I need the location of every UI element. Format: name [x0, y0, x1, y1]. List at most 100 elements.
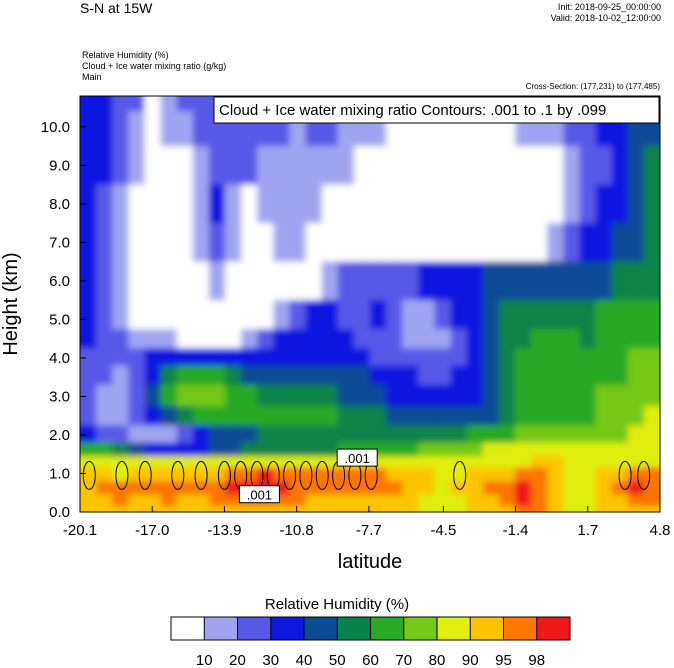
- rh-cell: [402, 329, 419, 349]
- rh-cell: [160, 348, 178, 367]
- rh-cell: [273, 300, 291, 330]
- rh-cell: [515, 442, 532, 457]
- rh-cell: [386, 481, 403, 496]
- rh-cell: [353, 425, 371, 444]
- rh-cell: [289, 365, 307, 386]
- rh-cell: [466, 456, 484, 469]
- rh-cell: [531, 365, 548, 386]
- rh-cell: [337, 384, 355, 407]
- rh-cell: [466, 406, 484, 426]
- rh-cell: [208, 494, 226, 507]
- rh-cell: [80, 467, 97, 482]
- rh-cell: [515, 384, 532, 407]
- rh-cell: [176, 96, 194, 112]
- rh-cell: [611, 442, 629, 457]
- rh-cell: [144, 442, 162, 457]
- rh-cell: [192, 425, 210, 444]
- rh-cell: [482, 406, 500, 426]
- rh-cell: [144, 365, 162, 386]
- rh-cell: [547, 384, 564, 407]
- rh-cell: [595, 456, 613, 469]
- rh-cell: [643, 425, 660, 444]
- rh-cell: [176, 467, 194, 482]
- rh-cell: [225, 456, 242, 469]
- rh-cell: [515, 506, 532, 512]
- rh-cell: [418, 223, 436, 263]
- rh-cell: [547, 506, 564, 512]
- rh-cell: [515, 467, 532, 482]
- rh-cell: [305, 348, 323, 367]
- colorbar-label: 60: [362, 652, 379, 668]
- rh-cell: [96, 384, 113, 407]
- rh-cell: [434, 184, 452, 224]
- rh-cell: [96, 96, 113, 112]
- rh-cell: [208, 184, 226, 224]
- rh-cell: [370, 184, 387, 224]
- rh-cell: [305, 261, 323, 301]
- rh-cell: [611, 184, 629, 224]
- rh-cell: [305, 184, 323, 224]
- rh-cell: [305, 146, 323, 186]
- rh-cell: [353, 223, 371, 263]
- rh-cell: [370, 425, 387, 444]
- rh-cell: [547, 456, 564, 469]
- rh-cell: [337, 223, 355, 263]
- rh-cell: [531, 300, 548, 330]
- rh-field: [80, 96, 660, 512]
- colorbar-label: 50: [329, 652, 346, 668]
- rh-cell: [370, 506, 387, 512]
- rh-cell: [370, 223, 387, 263]
- rh-cell: [305, 442, 323, 457]
- rh-cell: [563, 384, 581, 407]
- rh-cell: [289, 384, 307, 407]
- rh-cell: [482, 467, 500, 482]
- rh-cell: [498, 146, 516, 186]
- rh-cell: [112, 506, 129, 512]
- rh-cell: [450, 300, 468, 330]
- rh-cell: [273, 467, 291, 482]
- rh-cell: [160, 329, 178, 349]
- rh-cell: [515, 329, 532, 349]
- rh-cell: [208, 348, 226, 367]
- rh-cell: [241, 384, 258, 407]
- rh-cell: [386, 146, 403, 186]
- rh-cell: [80, 425, 97, 444]
- rh-cell: [144, 111, 162, 147]
- rh-cell: [482, 300, 500, 330]
- rh-cell: [531, 329, 548, 349]
- rh-cell: [176, 146, 194, 186]
- rh-cell: [450, 494, 468, 507]
- rh-cell: [611, 223, 629, 263]
- rh-cell: [611, 365, 629, 386]
- rh-cell: [498, 348, 516, 367]
- rh-cell: [96, 146, 113, 186]
- rh-cell: [434, 406, 452, 426]
- rh-cell: [289, 406, 307, 426]
- valid-time: Valid: 2018-10-02_12:00:00: [550, 13, 661, 23]
- rh-cell: [434, 300, 452, 330]
- rh-cell: [128, 425, 146, 444]
- rh-cell: [643, 456, 660, 469]
- rh-cell: [225, 442, 242, 457]
- rh-cell: [515, 300, 532, 330]
- rh-cell: [160, 467, 178, 482]
- rh-cell: [225, 506, 242, 512]
- rh-cell: [112, 111, 129, 147]
- rh-cell: [595, 481, 613, 496]
- rh-cell: [208, 506, 226, 512]
- rh-cell: [579, 481, 597, 496]
- rh-cell: [611, 261, 629, 301]
- rh-cell: [160, 456, 178, 469]
- field-label-rh: Relative Humidity (%): [82, 50, 169, 60]
- rh-cell: [241, 329, 258, 349]
- contour-ring: [283, 460, 297, 490]
- rh-cell: [144, 184, 162, 224]
- rh-cell: [192, 111, 210, 147]
- rh-cell: [402, 456, 419, 469]
- rh-cell: [96, 300, 113, 330]
- rh-cell: [579, 365, 597, 386]
- rh-cell: [386, 406, 403, 426]
- rh-cell: [176, 111, 194, 147]
- rh-cell: [466, 146, 484, 186]
- rh-cell: [257, 506, 274, 512]
